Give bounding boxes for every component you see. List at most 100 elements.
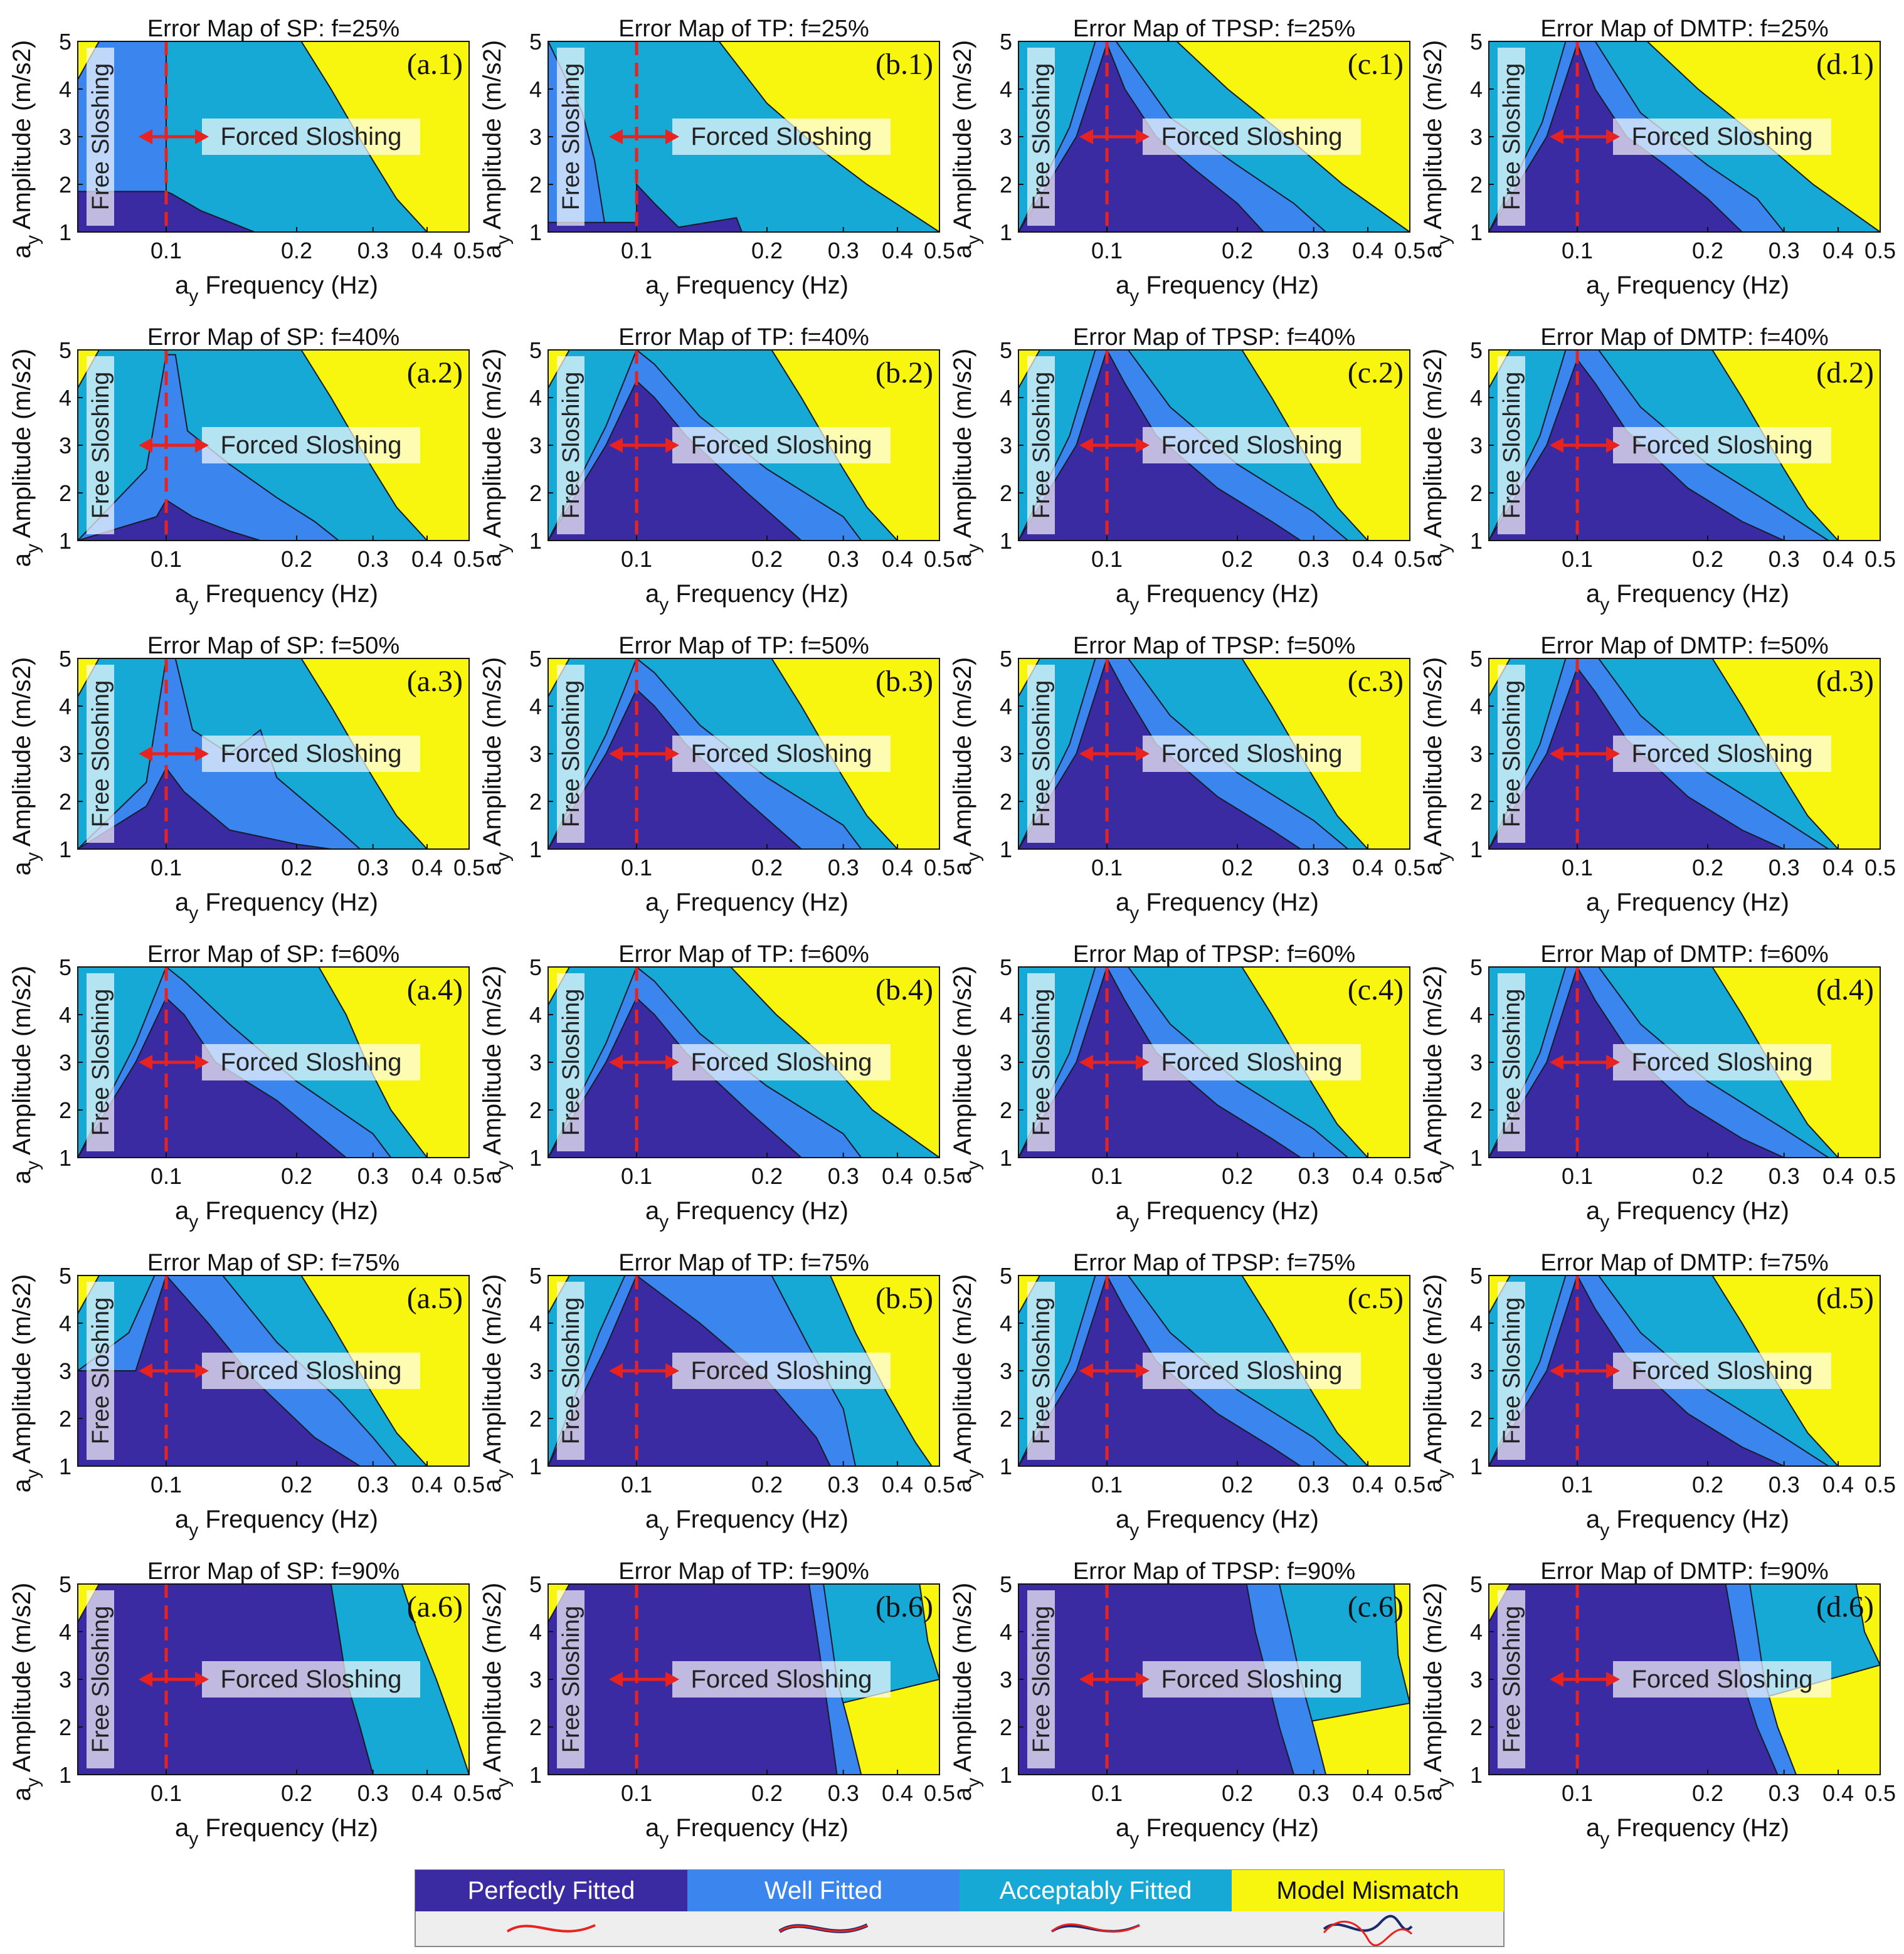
- free-sloshing-label: Free Sloshing: [558, 63, 584, 210]
- x-tick-label: 0.4: [411, 1472, 443, 1497]
- y-tick-label: 2: [1000, 1406, 1012, 1432]
- panel-a.2: Free Sloshing Forced Sloshing (a.2) Error M…: [8, 324, 485, 615]
- panel-id: (c.5): [1348, 1282, 1404, 1315]
- x-tick-label: 0.5: [1864, 1780, 1896, 1806]
- legend-curve-icon: [506, 1924, 596, 1933]
- y-tick-label: 5: [59, 337, 71, 363]
- arrow-head-right: [195, 1055, 209, 1070]
- x-axis-label: ay Frequency (Hz): [175, 1814, 378, 1849]
- free-sloshing-box: [1498, 356, 1525, 534]
- y-tick-label: 1: [1000, 219, 1012, 245]
- x-tick-label: 0.4: [882, 1472, 913, 1497]
- x-tick-label: 0.1: [1091, 1163, 1123, 1189]
- y-tick-label: 5: [1470, 646, 1483, 672]
- plot-area: Free Sloshing Forced Sloshing (c.1): [1018, 41, 1410, 232]
- y-tick-label: 1: [1000, 528, 1012, 554]
- y-tick-label: 2: [59, 1406, 71, 1432]
- arrow-head-right: [665, 1363, 680, 1378]
- forced-sloshing-box: [202, 736, 420, 772]
- plot-area: Free Sloshing Forced Sloshing (d.4): [1489, 967, 1880, 1158]
- y-tick-label: 5: [529, 1263, 542, 1289]
- panel-id: (c.2): [1348, 356, 1404, 389]
- x-tick-label: 0.2: [281, 546, 312, 572]
- x-tick-label: 0.2: [1692, 1780, 1723, 1806]
- y-axis-label: ay Amplitude (m/s2): [1419, 1583, 1454, 1801]
- plot-area: Free Sloshing Forced Sloshing (c.2): [1018, 350, 1410, 541]
- y-tick-label: 4: [529, 1002, 542, 1028]
- x-tick-label: 0.1: [151, 1163, 182, 1189]
- free-sloshing-box: [87, 973, 114, 1151]
- y-tick-label: 4: [529, 385, 542, 411]
- x-tick-label: 0.4: [882, 238, 913, 263]
- free-sloshing-label: Free Sloshing: [1499, 1297, 1525, 1444]
- forced-sloshing-box: [672, 1353, 891, 1389]
- arrow-head-left: [1550, 1672, 1564, 1687]
- panel-d.6: Free Sloshing Forced Sloshing (d.6) Error M…: [1419, 1558, 1896, 1849]
- x-tick-label: 0.1: [151, 1780, 182, 1806]
- x-tick-label: 0.5: [1394, 238, 1425, 263]
- x-tick-label: 0.4: [1352, 1472, 1383, 1497]
- plot-area: Free Sloshing Forced Sloshing (a.1): [78, 41, 469, 232]
- panel-id: (b.1): [875, 48, 933, 81]
- plot-area: Free Sloshing Forced Sloshing (d.2): [1489, 350, 1880, 541]
- x-tick-label: 0.2: [751, 1472, 783, 1497]
- plot-area: Free Sloshing Forced Sloshing (c.5): [1018, 1275, 1410, 1466]
- y-tick-label: 2: [59, 789, 71, 815]
- legend-swatch: [687, 1870, 960, 1911]
- free-sloshing-box: [1027, 356, 1055, 534]
- y-tick-label: 4: [59, 385, 71, 411]
- x-axis-label: ay Frequency (Hz): [1586, 272, 1789, 307]
- y-tick-label: 5: [1000, 1571, 1012, 1597]
- y-tick-label: 3: [1000, 1667, 1012, 1693]
- legend-swatch: [960, 1870, 1232, 1911]
- free-sloshing-label: Free Sloshing: [1029, 680, 1055, 827]
- plot-area: Free Sloshing Forced Sloshing (a.4): [78, 967, 469, 1158]
- free-sloshing-box: [557, 1282, 584, 1460]
- panel-title: Error Map of SP: f=50%: [147, 633, 399, 659]
- free-sloshing-box: [87, 48, 114, 226]
- y-axis-label: ay Amplitude (m/s2): [479, 657, 514, 875]
- x-axis-label: ay Frequency (Hz): [1116, 889, 1319, 924]
- legend-swatch: [415, 1870, 687, 1911]
- x-tick-label: 0.2: [1692, 1163, 1723, 1189]
- y-tick-label: 2: [529, 1406, 542, 1432]
- y-tick-label: 2: [59, 480, 71, 506]
- arrow-head-left: [1550, 438, 1564, 453]
- free-sloshing-box: [1498, 1282, 1525, 1460]
- panel-title: Error Map of TPSP: f=90%: [1073, 1558, 1355, 1585]
- x-tick-label: 0.2: [1692, 238, 1723, 263]
- x-tick-label: 0.5: [924, 1163, 955, 1189]
- forced-sloshing-box: [1613, 427, 1831, 463]
- panel-title: Error Map of DMTP: f=90%: [1540, 1558, 1828, 1585]
- x-axis-label: ay Frequency (Hz): [1586, 1814, 1789, 1849]
- y-tick-label: 4: [529, 77, 542, 102]
- x-tick-label: 0.3: [1298, 1472, 1330, 1497]
- y-tick-label: 4: [59, 77, 71, 102]
- forced-sloshing-box: [202, 427, 420, 463]
- x-tick-label: 0.1: [151, 238, 182, 263]
- y-tick-label: 5: [1000, 954, 1012, 980]
- panel-a.3: Free Sloshing Forced Sloshing (a.3) Error M…: [8, 633, 485, 924]
- x-tick-label: 0.3: [1769, 1472, 1800, 1497]
- x-tick-label: 0.5: [453, 238, 485, 263]
- panel-title: Error Map of TPSP: f=75%: [1073, 1250, 1355, 1276]
- x-tick-label: 0.5: [1394, 855, 1425, 880]
- x-tick-label: 0.4: [882, 546, 913, 572]
- panel-id: (d.2): [1816, 356, 1874, 389]
- x-tick-label: 0.2: [1692, 1472, 1723, 1497]
- x-tick-label: 0.4: [1352, 1163, 1383, 1189]
- x-tick-label: 0.2: [1222, 238, 1253, 263]
- forced-sloshing-label: Forced Sloshing: [220, 1048, 401, 1076]
- panel-title: Error Map of SP: f=25%: [147, 16, 399, 42]
- y-axis-label: ay Amplitude (m/s2): [1419, 40, 1454, 258]
- arrow-head-left: [1079, 1055, 1094, 1070]
- free-sloshing-label: Free Sloshing: [1029, 1606, 1055, 1753]
- y-axis-label: ay Amplitude (m/s2): [8, 349, 43, 567]
- x-tick-label: 0.5: [1394, 1163, 1425, 1189]
- y-tick-label: 5: [59, 29, 71, 55]
- arrow-head-left: [139, 1363, 153, 1378]
- x-axis-label: ay Frequency (Hz): [645, 1814, 849, 1849]
- x-tick-label: 0.1: [621, 1163, 652, 1189]
- y-tick-label: 2: [59, 172, 71, 198]
- forced-sloshing-label: Forced Sloshing: [690, 431, 872, 459]
